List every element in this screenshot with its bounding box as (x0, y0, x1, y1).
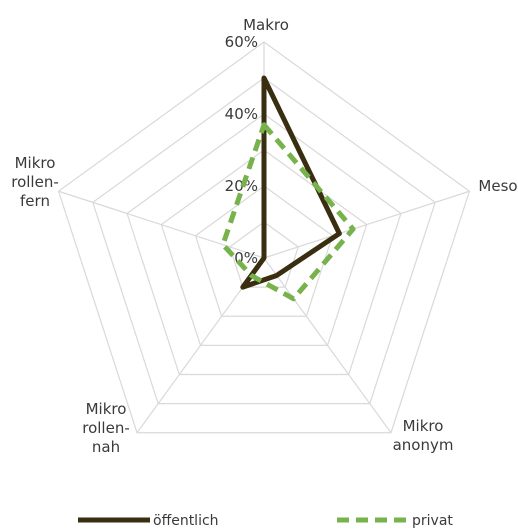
grid-ring-3 (160, 149, 368, 346)
tick-label: 60% (225, 33, 258, 51)
grid-ring-2 (194, 185, 334, 317)
data-series (220, 75, 356, 302)
grid-ring-4 (126, 113, 402, 376)
legend-label-1: öffentlich (153, 513, 219, 529)
legend-label-2: privat (412, 513, 453, 529)
grid-spoke-2 (263, 257, 392, 434)
legend: öffentlich privat (78, 513, 453, 529)
radar-grid (57, 41, 471, 434)
grid-spoke-4 (58, 190, 265, 259)
axis-label: Mikro rollen-nah (82, 400, 130, 456)
grid-ring-1 (229, 221, 299, 288)
tick-label: 40% (225, 105, 258, 123)
grid-ring-6 (57, 41, 471, 434)
series-line-2 (220, 122, 356, 302)
axis-label: Mikro rollen-fern (11, 154, 59, 210)
axis-label: Makro (243, 16, 289, 34)
grid-ring-5 (92, 77, 436, 405)
axis-labels: Makro Meso Mikro anonym Mikro rollen-nah Mikro… (11, 16, 517, 456)
axis-label: Meso (478, 177, 517, 195)
axis-label: Mikro anonym (393, 417, 454, 454)
grid-spoke-1 (263, 190, 470, 259)
